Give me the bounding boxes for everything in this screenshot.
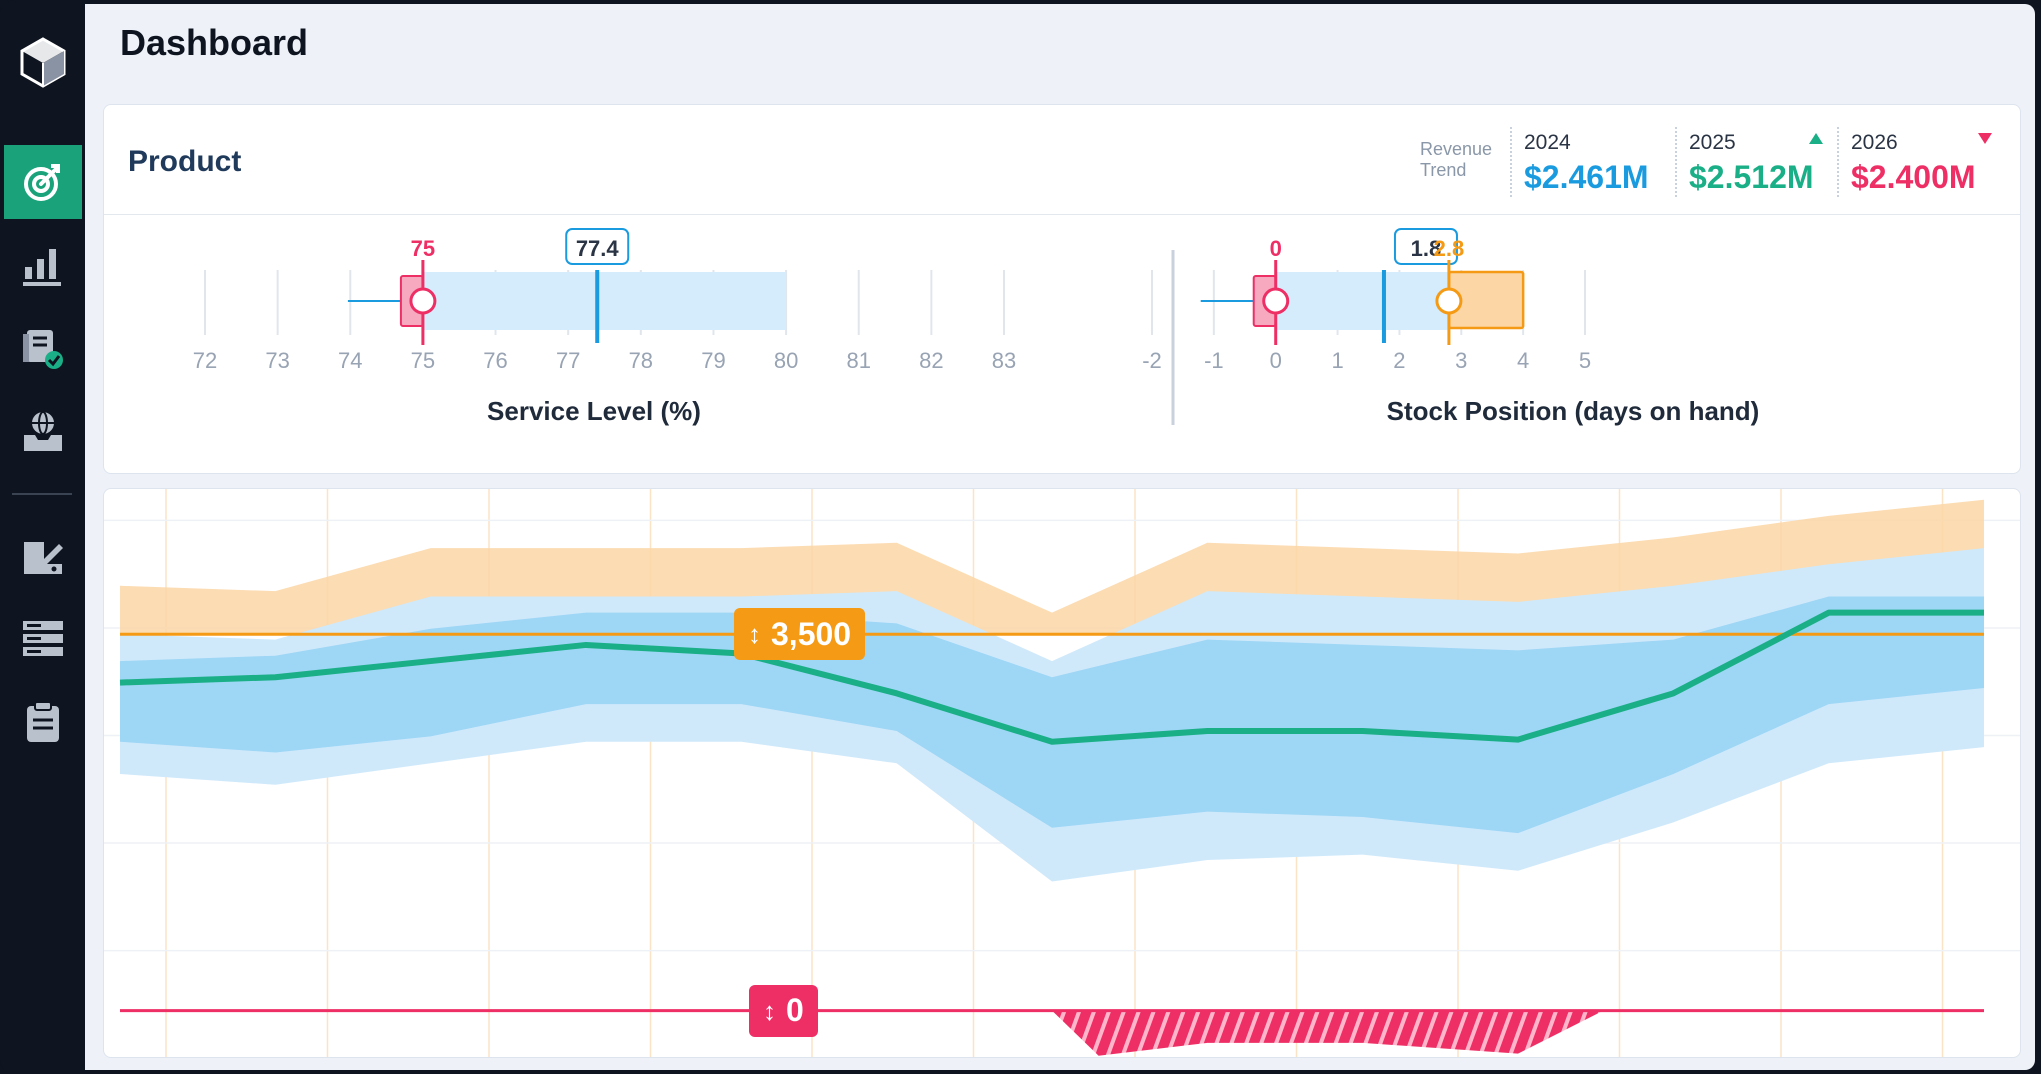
gauge-tick-label: 80 [774, 348, 798, 373]
gauge-min-handle [409, 287, 437, 315]
revenue-year: 2024 [1524, 131, 1571, 154]
sidebar [0, 0, 85, 1074]
upper-threshold-value: 3,500 [771, 615, 852, 652]
gauge-tick-label: 78 [629, 348, 653, 373]
bar-chart-icon [23, 249, 61, 286]
revenue-value: $2.400M [1851, 159, 1976, 195]
gauge-max-handle [1435, 287, 1463, 315]
gauge-tick-label: 5 [1579, 348, 1591, 373]
revenue-2025: 2025 $2.512M [1675, 127, 1835, 197]
gauge-current-box [565, 228, 630, 265]
sidebar-item-analytics[interactable] [4, 228, 82, 302]
gauge-tick-label: 73 [265, 348, 289, 373]
sidebar-item-servers[interactable] [4, 602, 82, 676]
upper-threshold-handle[interactable]: ↕ 3,500 [734, 608, 866, 661]
gauge-tick-label: 72 [193, 348, 217, 373]
revenue-value: $2.512M [1689, 159, 1814, 195]
gauge-tick-label: 4 [1517, 348, 1529, 373]
check-document-icon [23, 330, 63, 369]
gauge-tick-label: 79 [701, 348, 725, 373]
gauge-tick-label: 76 [483, 348, 507, 373]
trend-down-icon [1978, 133, 1992, 144]
main-content: Dashboard Product Revenue Trend 2024 $2.… [85, 4, 2035, 1070]
gauge-range-bar [422, 272, 787, 330]
page-title: Dashboard [120, 22, 309, 63]
server-rack-icon [23, 621, 63, 656]
product-card-header: Product Revenue Trend 2024 $2.461M 2025 … [104, 105, 2020, 215]
revenue-divider [1675, 127, 1677, 197]
gauge-range-bar [1275, 272, 1449, 330]
forecast-chart [104, 489, 2020, 1057]
gauge-max-label: 2.8 [1434, 236, 1465, 261]
revenue-divider [1510, 127, 1512, 197]
edit-folder-icon [24, 542, 63, 574]
brand-logo-icon[interactable] [17, 36, 69, 88]
target-icon [24, 164, 60, 201]
gauge-current-label: 77.4 [576, 236, 620, 261]
gauge-tick-label: 75 [411, 348, 435, 373]
drag-vertical-icon: ↕ [763, 995, 776, 1026]
gauge-current-label: 1.8 [1411, 236, 1442, 261]
revenue-year: 2026 [1851, 131, 1898, 154]
clipboard-icon [27, 701, 59, 742]
sidebar-item-checklist[interactable] [4, 311, 82, 385]
gauge-tick-label: -2 [1142, 348, 1162, 373]
gauge-tick-label: 3 [1455, 348, 1467, 373]
inner-confidence-band [120, 596, 1984, 834]
trend-up-icon [1809, 133, 1823, 144]
revenue-trend-label: Revenue Trend [1420, 139, 1493, 180]
revenue-year: 2025 [1689, 131, 1736, 154]
sidebar-item-target[interactable] [4, 145, 82, 219]
gauge-min-label: 75 [411, 236, 435, 261]
globe-inbox-icon [24, 411, 62, 451]
service-level-gauge: 72 73 74 75 76 77 78 79 80 81 82 83 75 77.4 Service Le… [193, 228, 1016, 426]
lower-threshold-handle[interactable]: ↕ 0 [749, 984, 818, 1037]
gauge-title: Stock Position (days on hand) [1387, 396, 1760, 426]
gauge-tick-label: 82 [919, 348, 943, 373]
gauge-tick-label: 77 [556, 348, 580, 373]
lower-threshold-value: 0 [786, 992, 804, 1029]
gauge-title: Service Level (%) [487, 396, 701, 426]
stock-position-gauge: -2 -1 0 1 2 3 4 5 0 1.82.8 Stock Position (days on… [1142, 228, 1760, 426]
revenue-2026: 2026 $2.400M [1837, 127, 2007, 197]
gauge-tick-label: 1 [1331, 348, 1343, 373]
gauge-current-box [1393, 228, 1458, 265]
gauge-min-label: 0 [1270, 236, 1282, 261]
gauge-tick-label: 81 [846, 348, 870, 373]
below-zero-shortfall [1052, 1010, 1604, 1056]
revenue-divider [1837, 127, 1839, 197]
product-card: Product Revenue Trend 2024 $2.461M 2025 … [103, 104, 2021, 474]
sidebar-item-clipboard[interactable] [4, 685, 82, 759]
product-title: Product [128, 145, 242, 178]
gauge-tick-label: 0 [1270, 348, 1282, 373]
gauge-tick-label: 2 [1393, 348, 1405, 373]
revenue-2024: 2024 $2.461M [1510, 127, 1670, 197]
gauges-svg: 72 73 74 75 76 77 78 79 80 81 82 83 75 77.4 Service Le… [193, 228, 1760, 426]
gauge-tick-label: 83 [992, 348, 1016, 373]
gauge-tick-label: -1 [1204, 348, 1224, 373]
sidebar-item-edit-folder[interactable] [4, 519, 82, 593]
gauges-area: 72 73 74 75 76 77 78 79 80 81 82 83 75 77.4 Service Le… [104, 215, 2020, 475]
revenue-value: $2.461M [1524, 159, 1649, 195]
drag-vertical-icon: ↕ [748, 619, 761, 650]
gauge-min-handle [1262, 287, 1290, 315]
sidebar-item-globe-inbox[interactable] [4, 394, 82, 468]
forecast-chart-card: ↕ 3,500 ↕ 0 [103, 488, 2021, 1058]
sidebar-divider [12, 493, 72, 495]
gauge-tick-label: 74 [338, 348, 362, 373]
